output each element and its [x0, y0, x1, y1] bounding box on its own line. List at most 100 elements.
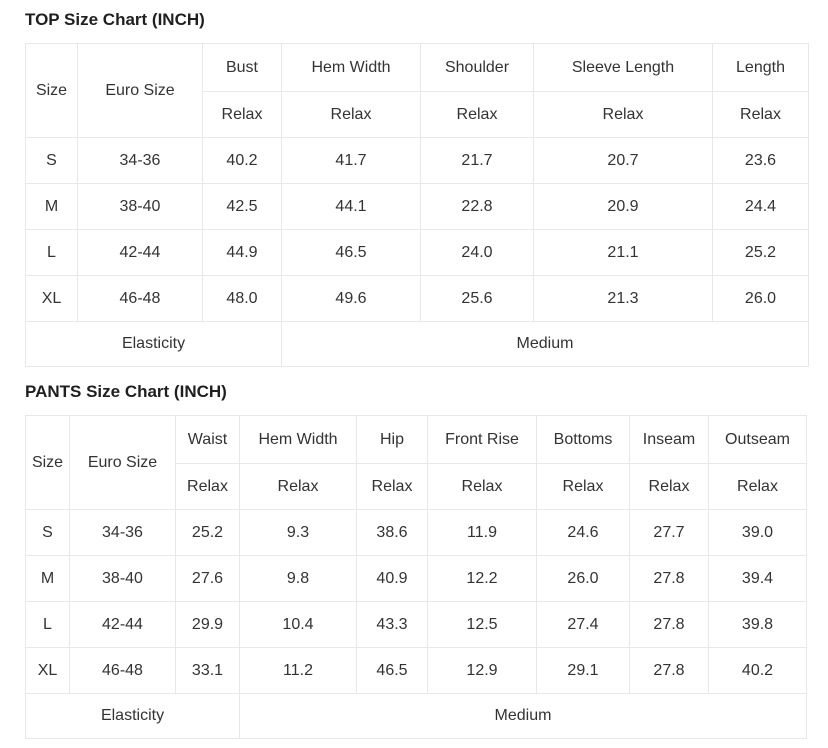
- table-row: L 42-44 44.9 46.5 24.0 21.1 25.2: [25, 229, 809, 276]
- value-cell: 22.8: [420, 183, 534, 230]
- fit-cell: Relax: [356, 463, 428, 510]
- fit-cell: Relax: [629, 463, 709, 510]
- value-cell: 39.4: [708, 555, 807, 602]
- column-header-length: Length: [712, 43, 809, 92]
- value-cell: 20.7: [533, 137, 713, 184]
- top-euro-size-header-cell: Euro Size: [77, 43, 203, 138]
- top-header-row: Size Euro Size Bust Hem Width Shoulder S…: [25, 43, 809, 138]
- value-cell: 40.2: [708, 647, 807, 694]
- value-cell: 21.3: [533, 275, 713, 322]
- euro-size-cell: 34-36: [69, 509, 176, 556]
- value-cell: 49.6: [281, 275, 421, 322]
- value-cell: 39.8: [708, 601, 807, 648]
- value-cell: 11.9: [427, 509, 537, 556]
- value-cell: 29.9: [175, 601, 240, 648]
- value-cell: 43.3: [356, 601, 428, 648]
- pants-euro-size-header-cell: Euro Size: [69, 415, 176, 510]
- size-cell: L: [25, 601, 70, 648]
- value-cell: 29.1: [536, 647, 630, 694]
- value-cell: 24.6: [536, 509, 630, 556]
- fit-cell: Relax: [427, 463, 537, 510]
- table-row: XL 46-48 48.0 49.6 25.6 21.3 26.0: [25, 275, 809, 322]
- elasticity-value-cell: Medium: [239, 693, 807, 739]
- value-cell: 11.2: [239, 647, 357, 694]
- euro-size-cell: 34-36: [77, 137, 203, 184]
- table-row: S 34-36 25.2 9.3 38.6 11.9 24.6 27.7 39.…: [25, 509, 807, 556]
- table-row: M 38-40 27.6 9.8 40.9 12.2 26.0 27.8 39.…: [25, 555, 807, 602]
- fit-cell: Relax: [712, 91, 809, 138]
- value-cell: 12.2: [427, 555, 537, 602]
- pants-size-header-cell: Size: [25, 415, 70, 510]
- fit-cell: Relax: [708, 463, 807, 510]
- value-cell: 26.0: [536, 555, 630, 602]
- value-cell: 27.6: [175, 555, 240, 602]
- table-row: M 38-40 42.5 44.1 22.8 20.9 24.4: [25, 183, 809, 230]
- fit-cell: Relax: [420, 91, 534, 138]
- elasticity-label-cell: Elasticity: [25, 321, 282, 367]
- value-cell: 27.4: [536, 601, 630, 648]
- value-cell: 27.8: [629, 601, 709, 648]
- fit-cell: Relax: [533, 91, 713, 138]
- value-cell: 25.2: [175, 509, 240, 556]
- value-cell: 21.1: [533, 229, 713, 276]
- column-header-shoulder: Shoulder: [420, 43, 534, 92]
- column-header-waist: Waist: [175, 415, 240, 464]
- value-cell: 27.7: [629, 509, 709, 556]
- value-cell: 25.6: [420, 275, 534, 322]
- elasticity-label-cell: Elasticity: [25, 693, 240, 739]
- euro-size-cell: 46-48: [77, 275, 203, 322]
- column-header-inseam: Inseam: [629, 415, 709, 464]
- fit-cell: Relax: [175, 463, 240, 510]
- top-size-header-cell: Size: [25, 43, 78, 138]
- value-cell: 27.8: [629, 555, 709, 602]
- value-cell: 21.7: [420, 137, 534, 184]
- value-cell: 26.0: [712, 275, 809, 322]
- euro-size-cell: 42-44: [77, 229, 203, 276]
- value-cell: 10.4: [239, 601, 357, 648]
- column-header-hem-width: Hem Width: [239, 415, 357, 464]
- value-cell: 24.0: [420, 229, 534, 276]
- column-header-hem-width: Hem Width: [281, 43, 421, 92]
- size-cell: M: [25, 555, 70, 602]
- fit-cell: Relax: [202, 91, 282, 138]
- size-cell: XL: [25, 647, 70, 694]
- value-cell: 12.5: [427, 601, 537, 648]
- value-cell: 42.5: [202, 183, 282, 230]
- fit-cell: Relax: [281, 91, 421, 138]
- value-cell: 44.1: [281, 183, 421, 230]
- euro-size-cell: 42-44: [69, 601, 176, 648]
- pants-header-row: Size Euro Size Waist Hem Width Hip Front…: [25, 415, 807, 510]
- fit-cell: Relax: [239, 463, 357, 510]
- value-cell: 20.9: [533, 183, 713, 230]
- value-cell: 24.4: [712, 183, 809, 230]
- size-cell: S: [25, 137, 78, 184]
- value-cell: 38.6: [356, 509, 428, 556]
- table-row: S 34-36 40.2 41.7 21.7 20.7 23.6: [25, 137, 809, 184]
- value-cell: 40.2: [202, 137, 282, 184]
- top-elasticity-row: Elasticity Medium: [25, 321, 809, 367]
- value-cell: 12.9: [427, 647, 537, 694]
- value-cell: 48.0: [202, 275, 282, 322]
- column-header-hip: Hip: [356, 415, 428, 464]
- column-header-sleeve-length: Sleeve Length: [533, 43, 713, 92]
- size-cell: S: [25, 509, 70, 556]
- pants-fit-row: Relax Relax Relax Relax Relax Relax Rela…: [26, 463, 807, 510]
- column-header-front-rise: Front Rise: [427, 415, 537, 464]
- pants-chart-title: PANTS Size Chart (INCH): [25, 382, 227, 401]
- value-cell: 44.9: [202, 229, 282, 276]
- size-cell: XL: [25, 275, 78, 322]
- table-row: XL 46-48 33.1 11.2 46.5 12.9 29.1 27.8 4…: [25, 647, 807, 694]
- column-header-bottoms: Bottoms: [536, 415, 630, 464]
- value-cell: 25.2: [712, 229, 809, 276]
- value-cell: 23.6: [712, 137, 809, 184]
- value-cell: 46.5: [356, 647, 428, 694]
- pants-size-table: Size Euro Size Waist Hem Width Hip Front…: [25, 415, 807, 739]
- table-row: L 42-44 29.9 10.4 43.3 12.5 27.4 27.8 39…: [25, 601, 807, 648]
- size-cell: L: [25, 229, 78, 276]
- euro-size-cell: 38-40: [69, 555, 176, 602]
- euro-size-cell: 46-48: [69, 647, 176, 694]
- value-cell: 40.9: [356, 555, 428, 602]
- value-cell: 39.0: [708, 509, 807, 556]
- value-cell: 9.3: [239, 509, 357, 556]
